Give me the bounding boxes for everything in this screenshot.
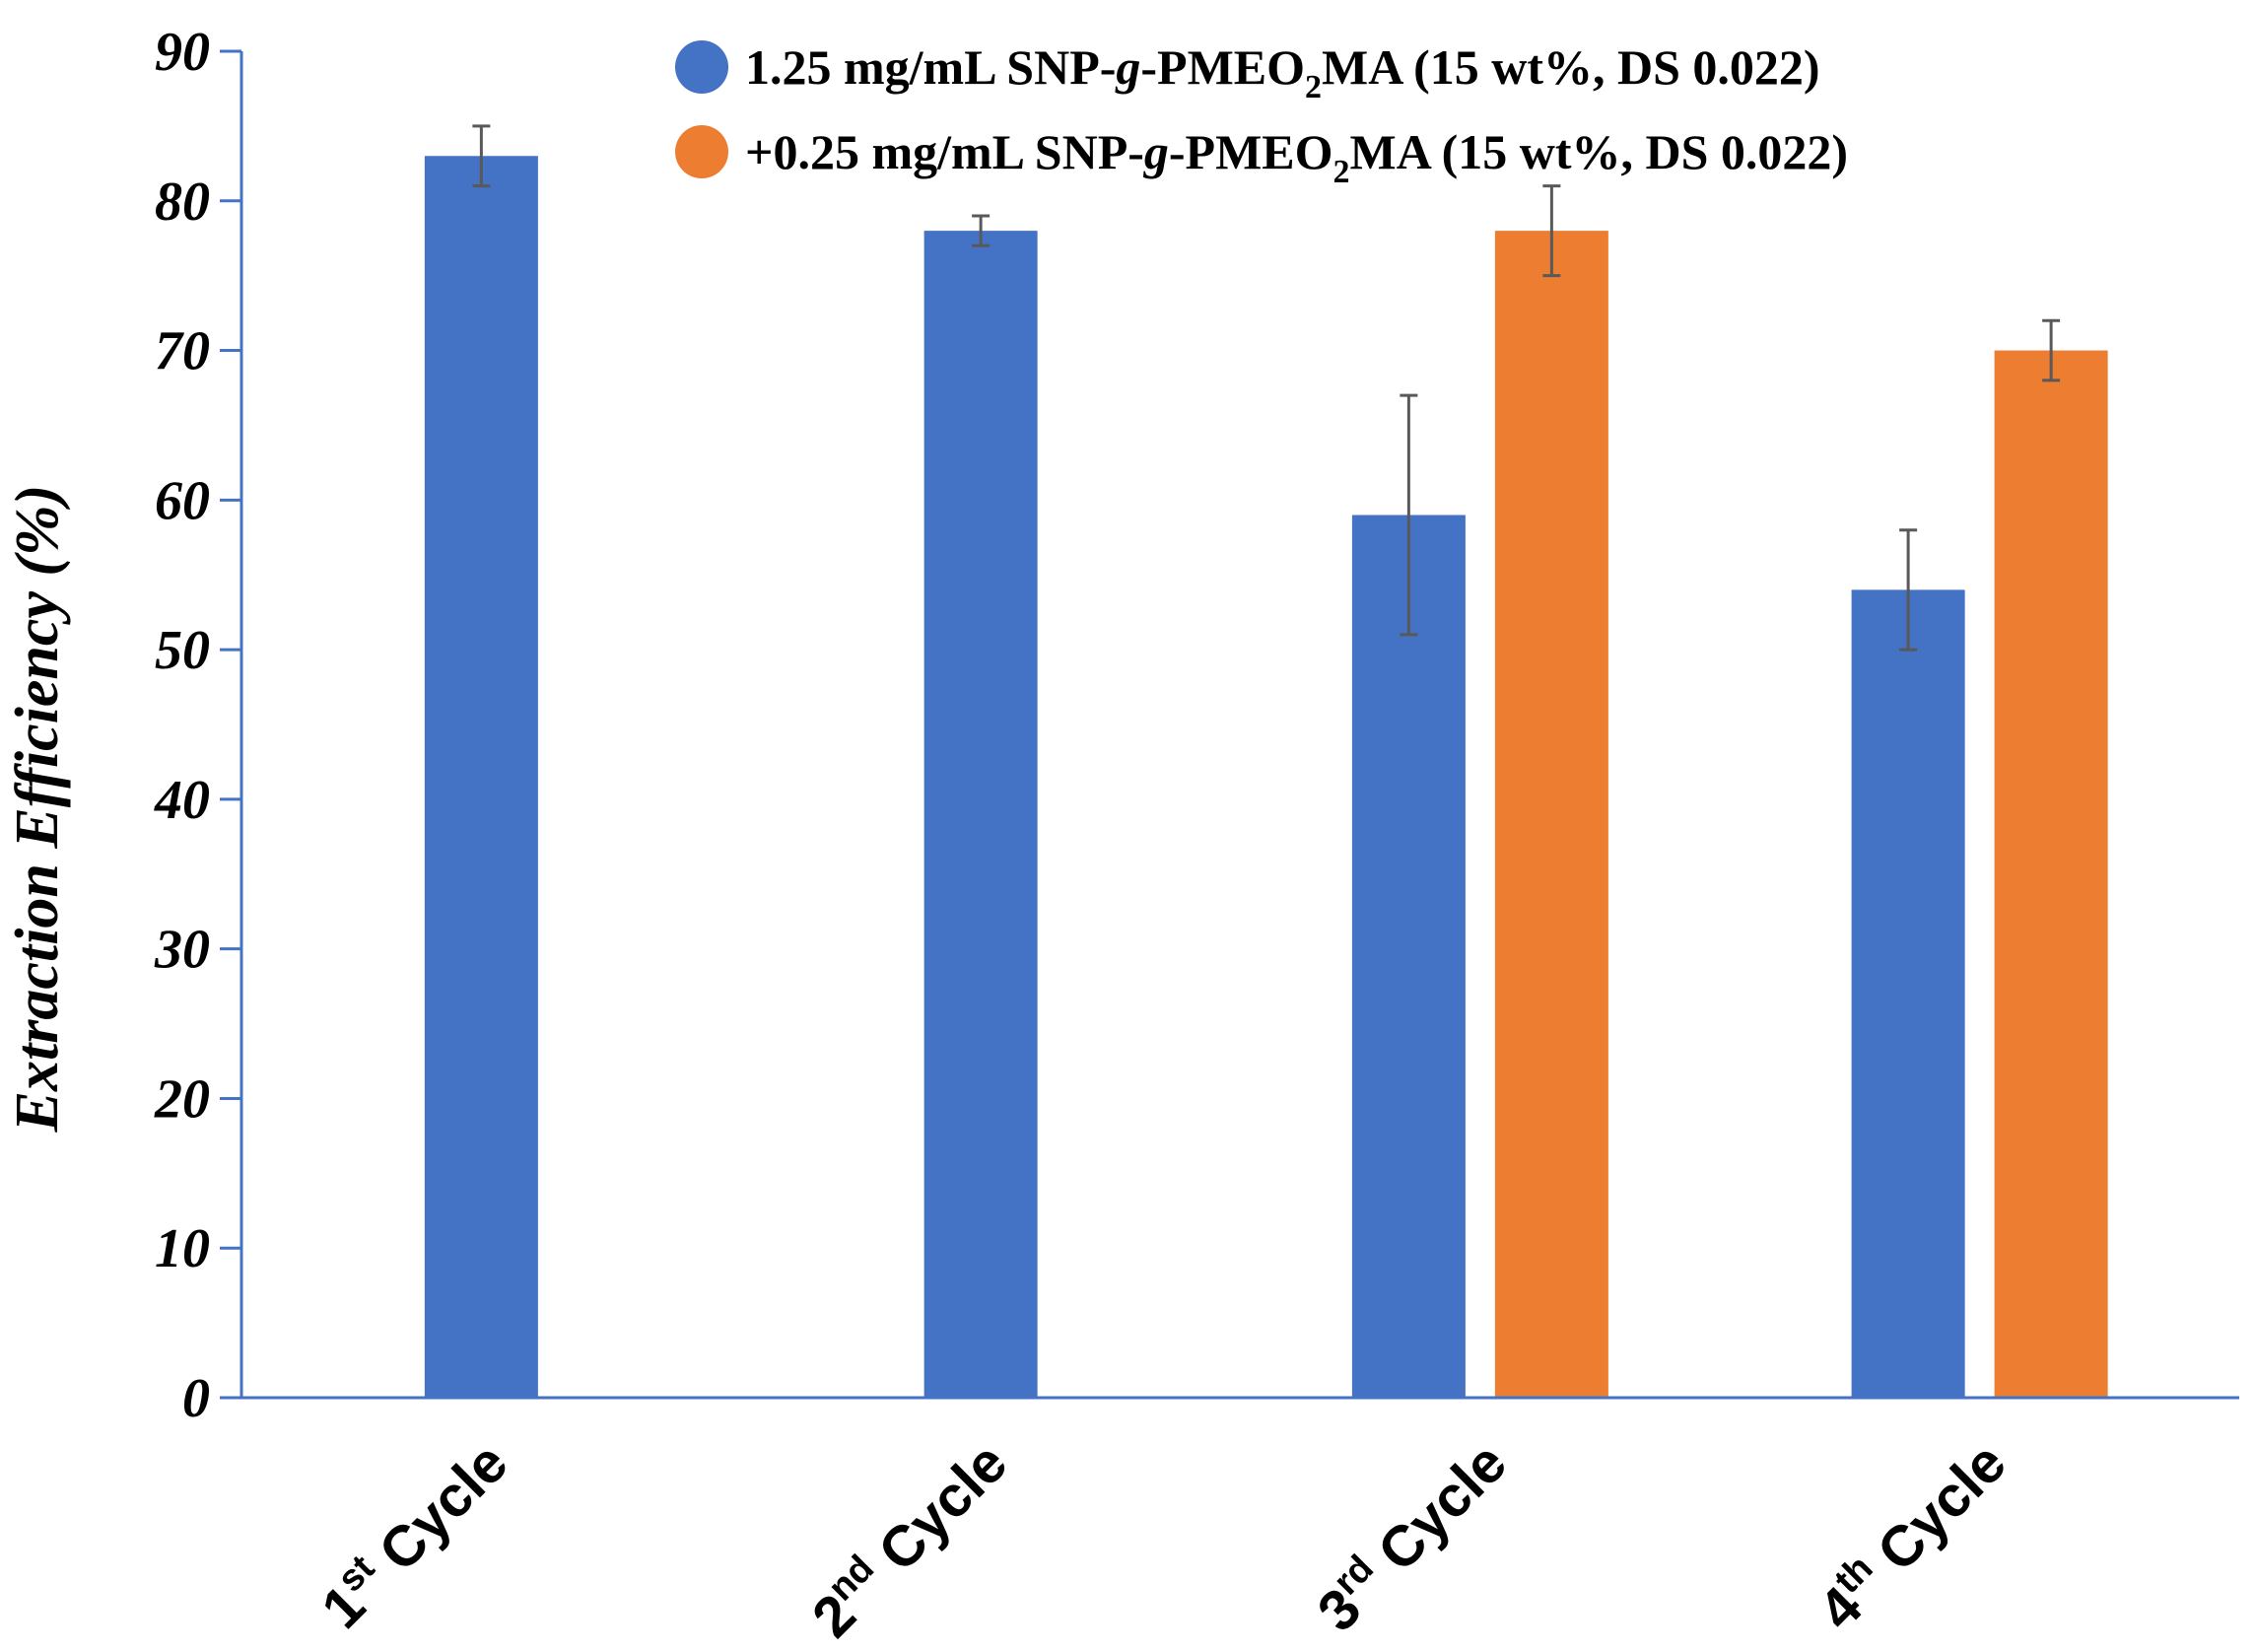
y-tick-label: 30 (154, 920, 210, 981)
legend-part: -PMEO (1169, 124, 1333, 179)
legend-part-italic: g (1143, 124, 1169, 179)
x-tick-word: Cycle (855, 1430, 1020, 1595)
legend-part-subscript: 2 (1333, 154, 1350, 190)
x-tick-label-cat2: 2nd Cycle (798, 1428, 1020, 1650)
bar-series1-cat4 (1851, 589, 1965, 1398)
y-tick-label: 60 (155, 470, 210, 531)
bar-series1-cat3 (1351, 515, 1466, 1398)
legend-part-subscript: 2 (1305, 69, 1322, 105)
x-tick-word: Cycle (356, 1430, 520, 1595)
y-tick-label: 40 (154, 770, 210, 831)
legend-part: 1.25 mg/mL SNP- (745, 39, 1116, 95)
y-tick-label: 10 (155, 1218, 210, 1279)
legend-part: MA (15 wt%, DS 0.022) (1322, 39, 1820, 95)
bar-series2-cat3 (1494, 231, 1608, 1399)
legend: 1.25 mg/mL SNP-g-PMEO2MA (15 wt%, DS 0.0… (675, 39, 1848, 190)
x-tick-word: Cycle (1354, 1430, 1519, 1595)
y-tick-label: 0 (182, 1368, 210, 1429)
y-tick-label: 50 (155, 620, 210, 681)
x-tick-label-cat1: 1st Cycle (308, 1428, 520, 1641)
legend-part-italic: g (1115, 39, 1140, 95)
bar-series1-cat2 (923, 231, 1038, 1399)
x-tick-word: Cycle (1854, 1430, 2018, 1595)
y-tick-label: 20 (154, 1068, 210, 1130)
bar-series2-cat4 (1994, 350, 2108, 1398)
bars (424, 156, 2108, 1399)
x-tick-label-cat3: 3rd Cycle (1303, 1428, 1519, 1644)
y-axis-ticks: 0 10 20 30 40 50 60 70 80 90 (154, 22, 241, 1429)
legend-marker-series2 (675, 125, 728, 178)
legend-part: -PMEO (1140, 39, 1305, 95)
y-tick-label: 90 (155, 22, 210, 83)
x-axis-tick-labels: 1st Cycle 2nd Cycle 3rd Cycle 4th Cycle (308, 1428, 2018, 1650)
legend-label-series1: 1.25 mg/mL SNP-g-PMEO2MA (15 wt%, DS 0.0… (745, 39, 1820, 105)
y-tick-label: 70 (155, 321, 210, 382)
legend-part: +0.25 mg/mL SNP- (745, 124, 1144, 179)
y-tick-label: 80 (155, 172, 210, 233)
legend-marker-series1 (675, 40, 728, 94)
error-bars (472, 124, 2061, 652)
bar-series1-cat1 (424, 156, 538, 1399)
legend-label-series2: +0.25 mg/mL SNP-g-PMEO2MA (15 wt%, DS 0.… (745, 124, 1848, 190)
x-tick-label-cat4: 4th Cycle (1805, 1428, 2018, 1642)
legend-part: MA (15 wt%, DS 0.022) (1350, 124, 1849, 179)
y-axis-label: Extraction Efficiency (%) (4, 485, 71, 1134)
